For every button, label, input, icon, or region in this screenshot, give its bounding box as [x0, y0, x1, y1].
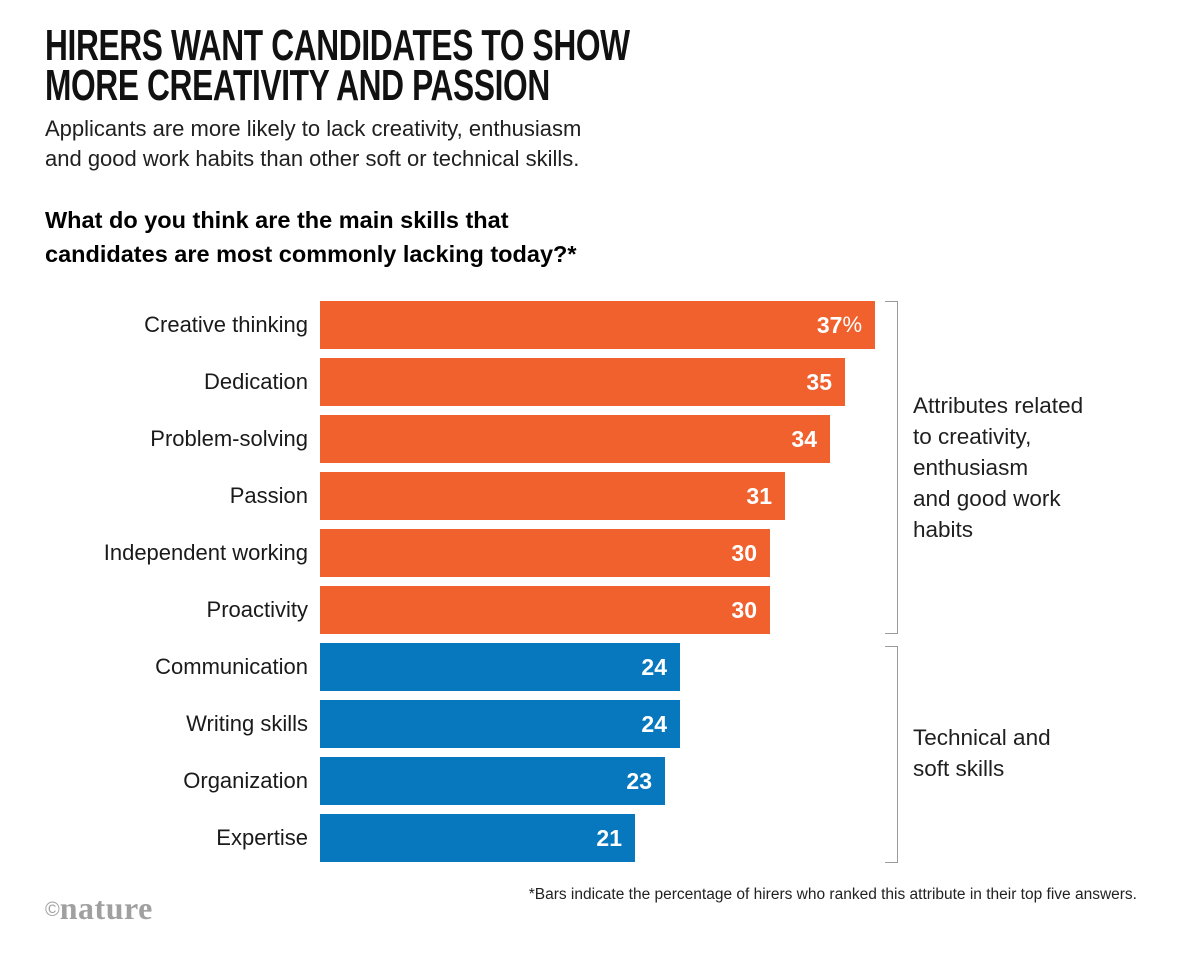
bar-track: 30: [320, 586, 875, 634]
bar-row: Communication 24: [45, 643, 875, 691]
bar-value: 30: [731, 596, 757, 623]
chart-subtitle: Applicants are more likely to lack creat…: [45, 116, 582, 172]
bar-row: Passion 31: [45, 472, 875, 520]
nature-logo: ©nature: [45, 890, 153, 927]
bar: 23: [320, 757, 665, 805]
creativity-group-bracket: [885, 301, 898, 634]
bar-value: 31: [746, 482, 772, 509]
bar-row: Independent working 30: [45, 529, 875, 577]
bar-value: 23: [626, 767, 652, 794]
bar-label: Organization: [183, 768, 308, 793]
creativity-group-annotation: Attributes related to creativity, enthus…: [913, 393, 1084, 543]
bar-value: 35: [806, 368, 832, 395]
bar-row: Problem-solving 34: [45, 415, 875, 463]
bar-label: Writing skills: [186, 711, 308, 736]
bar-label: Passion: [229, 483, 308, 508]
bar-label: Proactivity: [206, 597, 308, 622]
bar-value: 24: [641, 710, 667, 737]
bar: 35: [320, 358, 845, 406]
bar-row: Expertise 21: [45, 814, 875, 862]
bar-track: 34: [320, 415, 875, 463]
bar-track: 23: [320, 757, 875, 805]
bar-row: Dedication 35: [45, 358, 875, 406]
bar: 34: [320, 415, 830, 463]
bar-row: Organization 23: [45, 757, 875, 805]
bar-value: 34: [791, 425, 817, 452]
bar-track: 30: [320, 529, 875, 577]
bar: 30: [320, 529, 770, 577]
technical-group-annotation: Technical and soft skills: [913, 725, 1051, 782]
bar-label: Problem-solving: [150, 426, 308, 451]
bar-track: 21: [320, 814, 875, 862]
chart-title: HIRERS WANT CANDIDATES TO SHOW MORE CREA…: [45, 21, 630, 111]
bar-track: 35: [320, 358, 875, 406]
bar-track: 24: [320, 700, 875, 748]
bar-label: Expertise: [216, 825, 308, 850]
bar-row: Creative thinking 37%: [45, 301, 875, 349]
bar: 24: [320, 700, 680, 748]
chart-question: What do you think are the main skills th…: [45, 207, 577, 268]
bar-value: 30: [731, 539, 757, 566]
bar-track: 37%: [320, 301, 875, 349]
bar-row: Proactivity 30: [45, 586, 875, 634]
bar: 21: [320, 814, 635, 862]
bar-value-suffix: %: [842, 312, 862, 337]
chart-footnote: *Bars indicate the percentage of hirers …: [528, 886, 1137, 903]
technical-group-bracket: [885, 646, 898, 863]
bar-label: Dedication: [204, 369, 308, 394]
bar-track: 31: [320, 472, 875, 520]
bar-track: 24: [320, 643, 875, 691]
bar-value: 21: [596, 824, 622, 851]
bar: 30: [320, 586, 770, 634]
bar-label: Creative thinking: [144, 312, 308, 337]
bar-value: 37: [816, 311, 843, 338]
bar: 37%: [320, 301, 875, 349]
bar-row: Writing skills 24: [45, 700, 875, 748]
bar-label: Communication: [155, 654, 308, 679]
bar-value: 24: [641, 653, 667, 680]
nature-wordmark: nature: [59, 890, 153, 926]
bar: 24: [320, 643, 680, 691]
bar: 31: [320, 472, 785, 520]
copyright-icon: ©: [45, 899, 60, 921]
bar-label: Independent working: [103, 540, 308, 565]
bar-rows: Creative thinking 37% Dedication 35 Prob…: [45, 301, 875, 871]
